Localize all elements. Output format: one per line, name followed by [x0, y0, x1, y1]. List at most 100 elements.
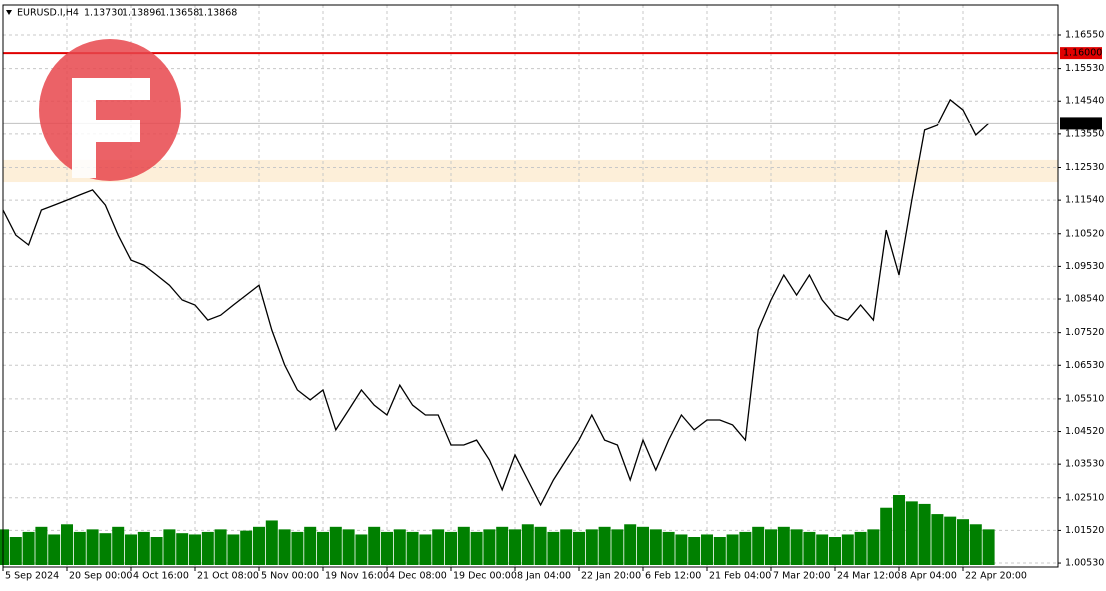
x-tick-label: 8 Apr 04:00 — [901, 571, 957, 582]
volume-bar — [982, 529, 995, 565]
volume-bar — [137, 531, 150, 565]
quote: 1.13868 — [198, 8, 237, 19]
volume-bar — [150, 537, 163, 565]
volume-bar — [125, 534, 137, 565]
volume-bar — [624, 524, 637, 565]
level-box — [1060, 117, 1102, 130]
volume-bar — [48, 534, 61, 565]
volume-bar — [649, 529, 662, 565]
y-tick-label: 1.01520 — [1065, 525, 1104, 536]
volume-bar — [22, 531, 35, 565]
volume-bar — [214, 529, 227, 565]
y-tick-label: 1.08540 — [1065, 294, 1104, 305]
volume-bar — [227, 534, 240, 565]
x-tick-label: 8 Jan 04:00 — [517, 571, 571, 582]
x-tick-label: 6 Feb 12:00 — [645, 571, 701, 582]
y-tick-label: 1.06530 — [1065, 360, 1104, 371]
volume-bar — [867, 529, 880, 565]
volume-bar — [688, 537, 701, 565]
volume-bar — [918, 503, 931, 565]
x-tick-label: 20 Sep 00:00 — [69, 571, 132, 582]
volume-bar — [201, 531, 214, 565]
volume-bar — [112, 526, 125, 565]
volume-bar — [893, 495, 905, 565]
menu-arrow[interactable] — [6, 10, 12, 15]
plot-frame — [2, 4, 1059, 568]
y-tick-label: 1.04520 — [1065, 426, 1104, 437]
volume-bar — [368, 526, 381, 565]
volume-bar — [329, 526, 342, 565]
volume-bar — [637, 526, 649, 565]
y-tick-label: 1.00530 — [1065, 558, 1104, 569]
volume-bar — [765, 529, 777, 565]
volume-bar — [419, 534, 432, 565]
volume-bar — [9, 537, 22, 565]
x-tick-label: 22 Apr 20:00 — [965, 571, 1027, 582]
x-tick-label: 7 Mar 20:00 — [773, 571, 830, 582]
y-tick-label: 1.07520 — [1065, 327, 1104, 338]
volume-bar — [381, 531, 393, 565]
volume-bar — [496, 526, 509, 565]
quote: 1.13658 — [160, 8, 199, 19]
volume-bar — [777, 526, 790, 565]
volume-bar — [739, 531, 752, 565]
volume-bar — [176, 533, 189, 565]
y-tick-label: 1.15530 — [1065, 63, 1104, 74]
volume-bar — [573, 531, 585, 565]
y-tick-label: 1.09530 — [1065, 261, 1104, 272]
level-box — [1060, 47, 1102, 60]
volume-bar — [304, 526, 317, 565]
x-tick-label: 4 Dec 08:00 — [389, 571, 447, 582]
logo — [39, 39, 181, 181]
volume-bar — [675, 534, 688, 565]
volume-bar — [265, 520, 278, 565]
volume-bar — [163, 529, 176, 565]
volume-bar — [547, 531, 560, 565]
quote: 1.13730 — [84, 8, 123, 19]
volume-bar — [355, 534, 368, 565]
volume-bar — [393, 529, 406, 565]
volume-bar — [35, 526, 48, 565]
volume-bar — [189, 534, 201, 565]
x-tick-label: 19 Nov 16:00 — [325, 571, 389, 582]
volume-bar — [969, 524, 982, 565]
volume-bar — [701, 534, 713, 565]
volume-bar — [880, 507, 893, 565]
y-tick-label: 1.02510 — [1065, 492, 1104, 503]
symbol-title: EURUSD.I,H4 — [17, 8, 79, 19]
volume-bar — [803, 531, 816, 565]
x-tick-label: 22 Jan 20:00 — [581, 571, 641, 582]
volume-bar — [470, 531, 483, 565]
y-tick-label: 1.03530 — [1065, 459, 1104, 470]
volume-bar — [406, 531, 419, 565]
volume-bar — [611, 529, 624, 565]
x-tick-label: 4 Oct 16:00 — [133, 571, 189, 582]
volume-bar — [278, 529, 291, 565]
volume-bar — [816, 534, 829, 565]
x-tick-label: 21 Feb 04:00 — [709, 571, 771, 582]
volume-bar — [790, 529, 803, 565]
volume-bar — [73, 531, 86, 565]
volume-bar — [61, 524, 73, 565]
x-tick-label: 5 Sep 2024 — [5, 571, 59, 582]
x-tick-label: 24 Mar 12:00 — [837, 571, 900, 582]
y-tick-label: 1.13550 — [1065, 128, 1104, 139]
volume-bar — [905, 501, 918, 565]
volume-bar — [534, 526, 547, 565]
volume-bar — [483, 529, 496, 565]
y-tick-label: 1.11540 — [1065, 195, 1104, 206]
y-tick-label: 1.05510 — [1065, 393, 1104, 404]
volume-bar — [713, 537, 726, 565]
volume-bar — [342, 529, 355, 565]
volume-bar — [957, 519, 969, 565]
volume-bar — [0, 529, 9, 565]
zone — [3, 159, 1058, 183]
volume-bar — [509, 529, 521, 565]
volume-bar — [253, 526, 265, 565]
price-line — [2, 98, 990, 507]
volume-bar — [560, 529, 573, 565]
x-tick-label: 21 Oct 08:00 — [197, 571, 259, 582]
volume-bar — [521, 524, 534, 565]
